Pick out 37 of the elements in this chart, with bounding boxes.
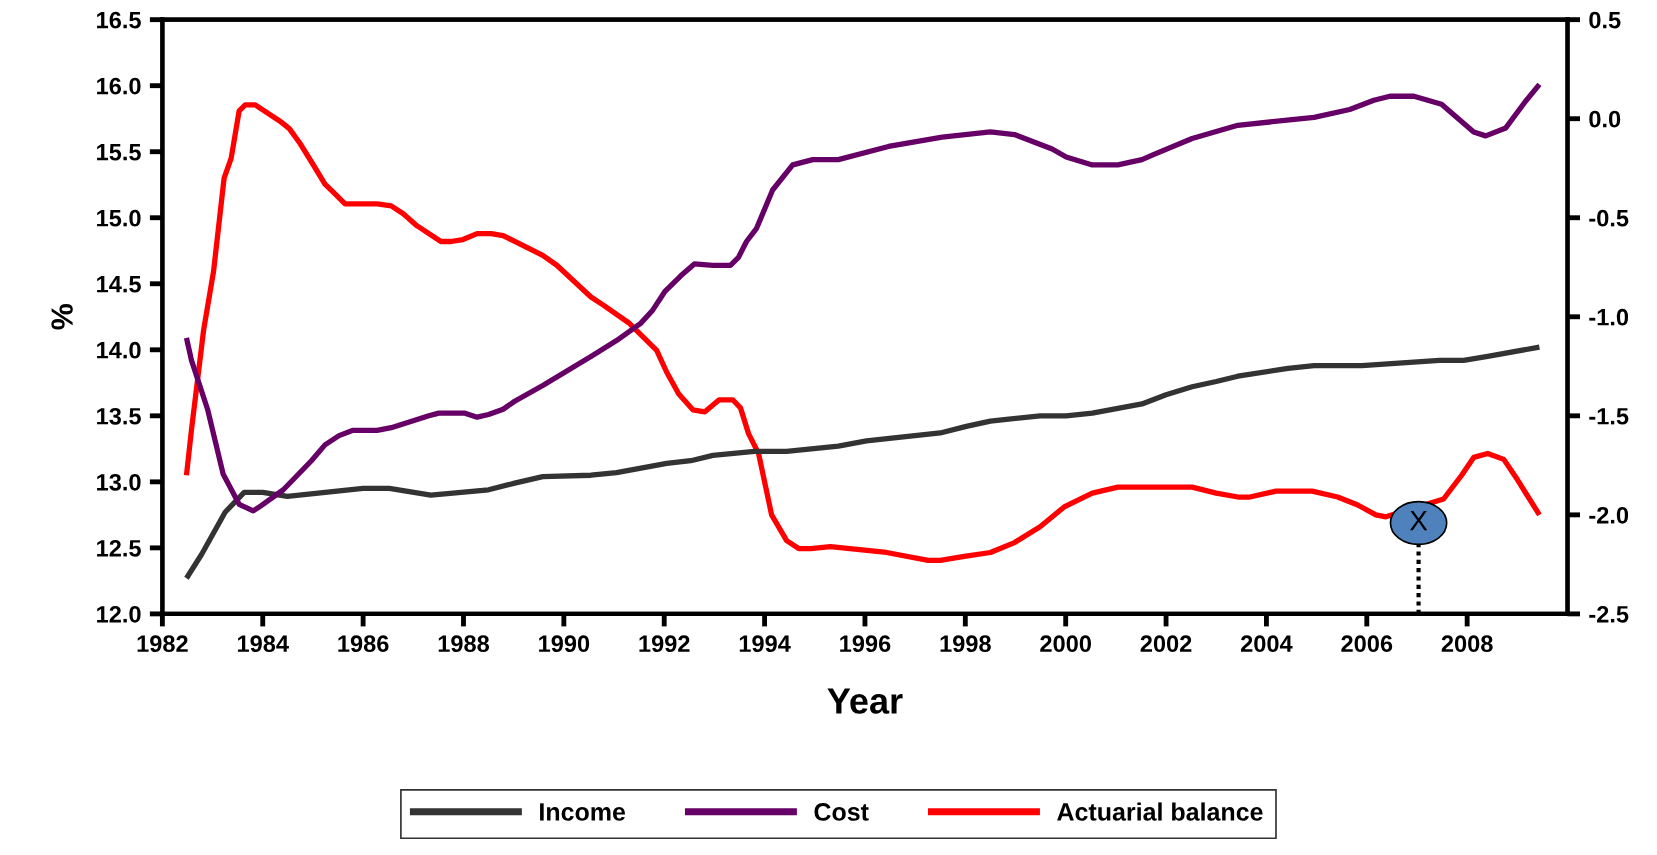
y2-tick-label: -0.5	[1589, 209, 1629, 227]
y-tick-label: 16.0	[97, 77, 141, 95]
y-tick-label: 12.0	[97, 605, 141, 623]
y2-tick-label: 0.0	[1589, 110, 1621, 128]
y-tick-label: 16.5	[97, 11, 141, 29]
y-tick-label: 14.5	[97, 276, 141, 293]
y2-tick-label: -1.0	[1589, 308, 1629, 326]
x-tick-label: 2002	[1140, 635, 1192, 653]
y-tick-label: 14.0	[97, 341, 141, 359]
x-tick-label: 1982	[137, 635, 188, 653]
y2-tick-label: -2.0	[1589, 506, 1629, 524]
x-tick-label: 1986	[338, 635, 389, 653]
y-tick-label: 15.5	[97, 144, 141, 161]
legend-label: Cost	[814, 803, 869, 821]
y2-tick-label: 0.5	[1589, 11, 1621, 29]
x-tick-label: 1984	[237, 635, 289, 653]
x-tick-label: 1988	[438, 635, 490, 653]
x-tick-label: 1996	[840, 635, 891, 653]
x-tick-label: 1990	[539, 635, 590, 653]
x-axis-title: Year	[827, 688, 903, 714]
y-tick-label: 12.5	[97, 539, 141, 557]
legend-label: Actuarial balance	[1057, 802, 1263, 821]
y-axis-title: %	[51, 304, 73, 330]
annotation: X	[1409, 511, 1428, 531]
x-tick-label: 1998	[940, 635, 991, 653]
x-tick-label: 1992	[639, 635, 690, 653]
x-tick-label: 2000	[1040, 635, 1091, 653]
x-tick-label: 2008	[1441, 635, 1493, 653]
x-tick-label: 1994	[739, 635, 791, 653]
x-tick-label: 2004	[1240, 635, 1293, 653]
y2-tick-label: -2.5	[1589, 605, 1629, 623]
legend-label: Income	[540, 803, 626, 821]
y-tick-label: 13.5	[97, 407, 141, 425]
x-tick-label: 2006	[1341, 635, 1393, 653]
y-tick-label: 13.0	[97, 473, 141, 491]
y-tick-label: 15.0	[97, 209, 141, 227]
y2-tick-label: -1.5	[1589, 408, 1629, 425]
